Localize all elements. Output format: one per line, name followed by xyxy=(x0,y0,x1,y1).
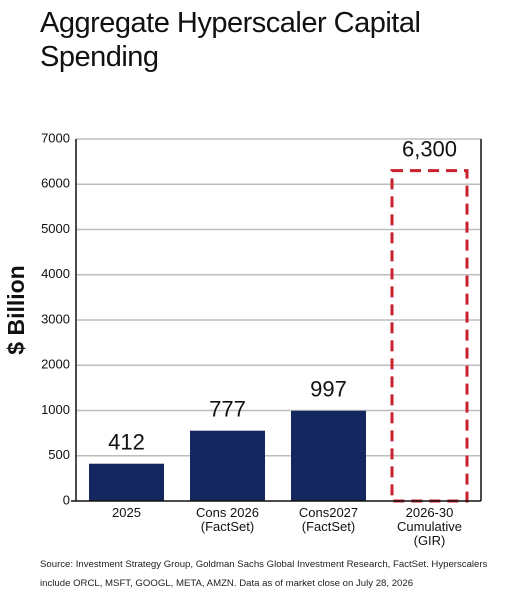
y-tick-label: 0 xyxy=(63,492,70,507)
x-tick-label: 2026-30 Cumulative (GIR) xyxy=(397,505,462,548)
y-axis-label: $ Billion xyxy=(3,265,29,354)
x-tick-label-line: Cons 2026 xyxy=(196,505,259,520)
x-tick-label: 2025 xyxy=(112,505,141,520)
source-note: Source: Investment Strategy Group, Goldm… xyxy=(40,559,488,589)
x-tick-label-line: 2025 xyxy=(112,505,141,520)
chart: $ Billion 0 500 1000 2000 3000 4000 5000 6000 70… xyxy=(3,130,482,548)
x-tick-label: Cons2027 (FactSet) xyxy=(299,505,358,534)
value-label: 777 xyxy=(209,396,246,421)
x-tick-label-line: (FactSet) xyxy=(201,519,254,534)
y-tick-label: 1000 xyxy=(41,402,70,417)
value-label: 997 xyxy=(310,377,347,402)
bar xyxy=(190,430,265,501)
y-tick-label: 500 xyxy=(48,447,70,462)
value-label: 412 xyxy=(108,430,145,455)
chart-title: Aggregate Hyperscaler Capital Spending xyxy=(40,7,421,73)
y-tick-label: 7000 xyxy=(41,130,70,145)
y-tick-label: 4000 xyxy=(41,266,70,281)
bar xyxy=(89,463,164,501)
x-tick-label-line: 2026-30 xyxy=(406,505,454,520)
x-tick-label-line: (FactSet) xyxy=(302,519,355,534)
x-tick-label: Cons 2026 (FactSet) xyxy=(196,505,259,534)
y-tick-label: 5000 xyxy=(41,221,70,236)
x-tick-label-line: (GIR) xyxy=(414,533,446,548)
y-tick-label: 3000 xyxy=(41,311,70,326)
y-tick-label: 2000 xyxy=(41,357,70,372)
bar-outline xyxy=(390,169,469,503)
bar xyxy=(291,410,366,501)
x-tick-label-line: Cons2027 xyxy=(299,505,358,520)
value-label: 6,300 xyxy=(402,136,457,161)
y-tick-label: 6000 xyxy=(41,176,70,191)
x-tick-label-line: Cumulative xyxy=(397,519,462,534)
